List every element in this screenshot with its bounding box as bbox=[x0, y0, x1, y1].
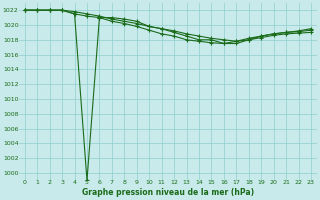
X-axis label: Graphe pression niveau de la mer (hPa): Graphe pression niveau de la mer (hPa) bbox=[82, 188, 254, 197]
